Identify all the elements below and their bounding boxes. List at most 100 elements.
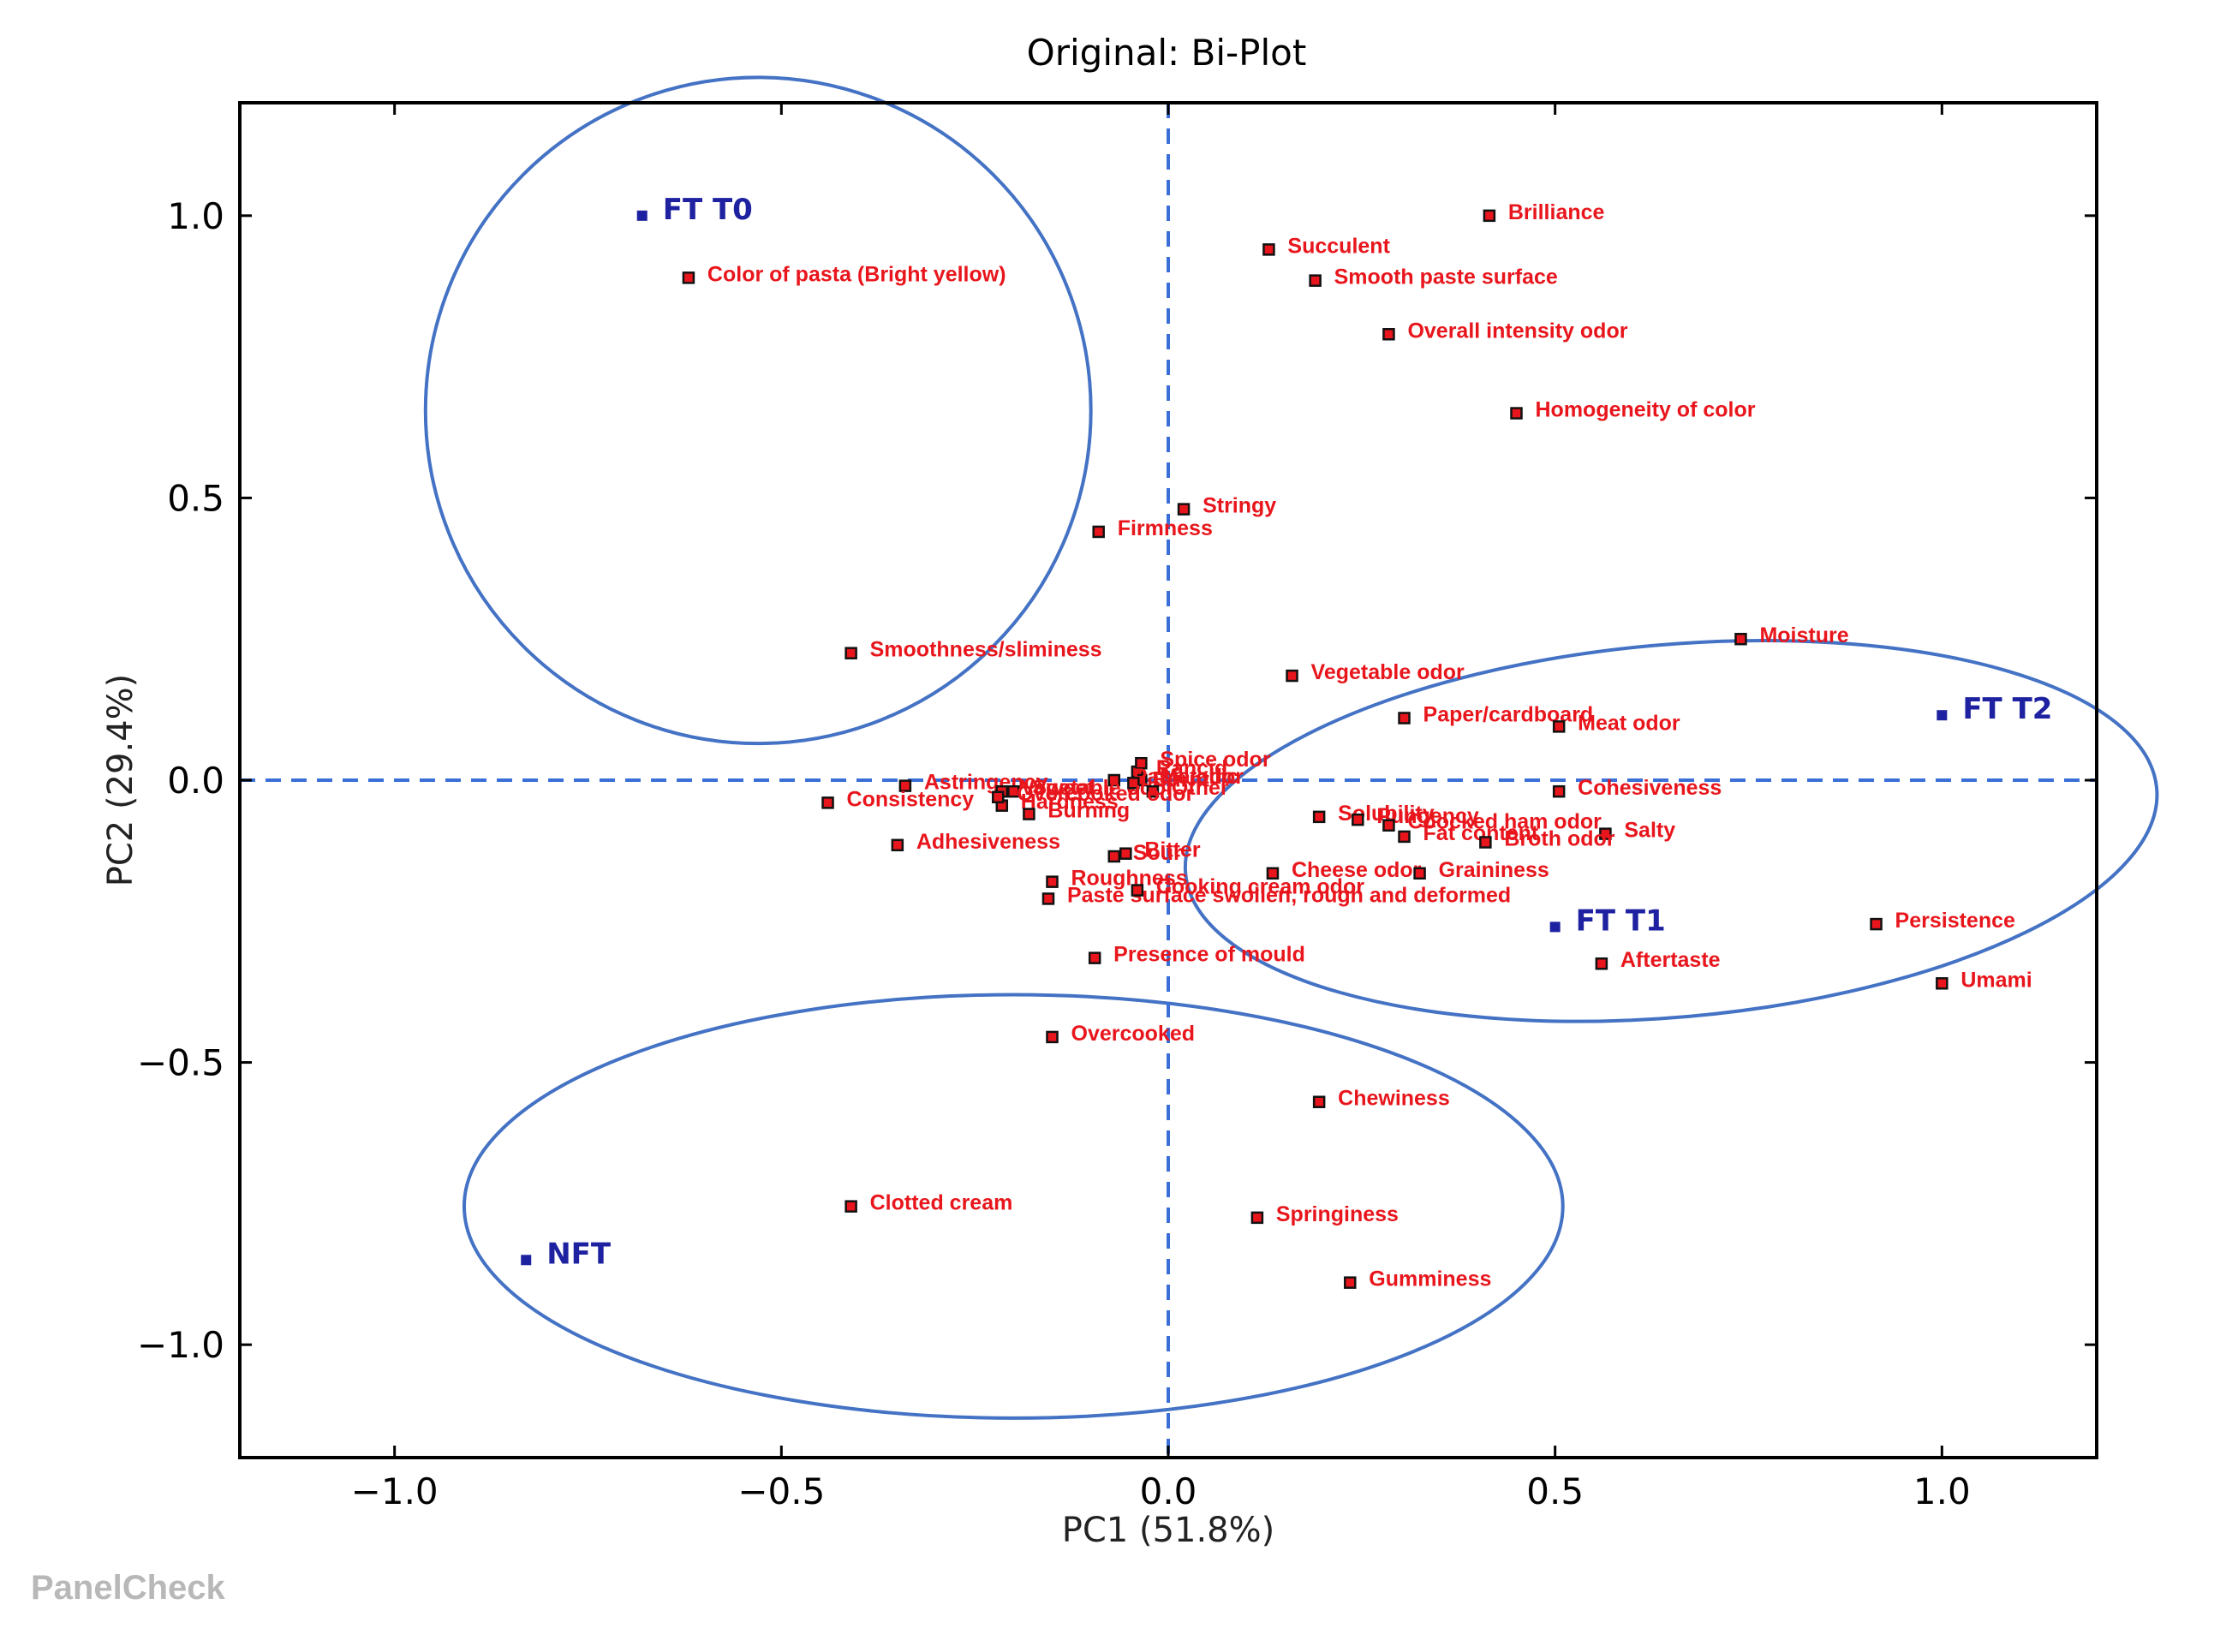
- attribute-point: [1479, 836, 1492, 849]
- sample-label: FT T0: [663, 193, 753, 227]
- attribute-point: [1595, 957, 1608, 970]
- attribute-point: [891, 838, 904, 852]
- attribute-label: Roughness: [1071, 867, 1188, 891]
- attribute-label: Succulent: [1287, 234, 1390, 258]
- attribute-label: Cheese odor: [1292, 858, 1422, 882]
- attribute-label: Color of pasta (Bright yellow): [707, 262, 1006, 286]
- attribute-point: [1552, 784, 1566, 798]
- attribute-point: [1398, 712, 1411, 725]
- attribute-label: Overall intensity odor: [1407, 319, 1627, 343]
- attribute-point: [1413, 867, 1426, 880]
- sample-point: [1549, 921, 1561, 933]
- attribute-point: [844, 647, 857, 659]
- attribute-label: Overcooked odor: [1017, 782, 1194, 806]
- attribute-label: Smoothness/sliminess: [870, 638, 1102, 662]
- attribute-point: [1046, 875, 1059, 888]
- y-axis-label: PC2 (29.4%): [101, 674, 140, 887]
- attribute-point: [1382, 328, 1395, 341]
- attribute-point: [1127, 777, 1140, 790]
- attribute-label: Umami: [1960, 968, 2032, 992]
- attribute-label: Persistence: [1895, 909, 2015, 933]
- attribute-label: Consistency: [847, 787, 975, 811]
- ellipse-nft: [462, 993, 1565, 1420]
- attribute-point: [1135, 756, 1148, 770]
- attribute-point: [1146, 784, 1160, 798]
- attribute-point: [898, 779, 912, 792]
- attribute-label: Bitter: [1144, 838, 1201, 862]
- x-tick-label: 0.5: [1526, 1470, 1584, 1512]
- attribute-label: Vegetable odor: [1311, 660, 1465, 684]
- attribute-label: Firmness: [1118, 516, 1213, 540]
- attribute-point: [1309, 274, 1322, 287]
- attribute-label: Salty: [1624, 819, 1675, 843]
- sample-point: [521, 1255, 532, 1266]
- attribute-label: Aftertaste: [1620, 948, 1721, 972]
- attribute-point: [1382, 819, 1395, 832]
- chart-title: Original: Bi-Plot: [1027, 32, 1307, 74]
- attribute-point: [1398, 830, 1411, 844]
- attribute-point: [1483, 209, 1496, 223]
- attribute-point: [1286, 669, 1298, 683]
- attribute-point: [1312, 810, 1326, 824]
- x-tick-label: 0.0: [1140, 1470, 1197, 1512]
- attribute-label: Cohesiveness: [1578, 776, 1722, 800]
- attribute-label: Cooking cream odor: [1156, 875, 1364, 899]
- sample-label: FT T1: [1576, 904, 1666, 938]
- attribute-point: [1936, 977, 1949, 990]
- attribute-label: Broth odor: [1504, 827, 1614, 851]
- attribute-label: Chewiness: [1338, 1087, 1450, 1111]
- attribute-point: [1599, 827, 1612, 840]
- attribute-point: [1344, 1276, 1357, 1289]
- data-points: Brilliance Succulent Smooth paste surface C…: [521, 193, 2052, 1291]
- attribute-point: [1007, 784, 1020, 798]
- attribute-label: Gumminess: [1369, 1267, 1491, 1291]
- sample-point: [1937, 710, 1948, 721]
- attribute-point: [1250, 1211, 1264, 1225]
- attribute-point: [821, 796, 834, 809]
- attribute-label: Moisture: [1759, 623, 1848, 647]
- y-tick-label: 0.0: [167, 760, 224, 802]
- x-tick-label: −1.0: [351, 1470, 439, 1512]
- attribute-point: [1510, 407, 1523, 420]
- attribute-label: Smooth paste surface: [1334, 265, 1558, 289]
- attribute-point: [1262, 243, 1275, 256]
- axis-ticks: −1.0 −0.5 0.0 0.5 1.0 1.0 0.5 0.0 −0.5 −1.0: [137, 103, 2097, 1512]
- attribute-label: Coocked ham odor: [1407, 810, 1602, 834]
- attribute-label: Sweet: [1032, 776, 1095, 800]
- attribute-point: [1041, 892, 1055, 905]
- y-tick-label: 1.0: [167, 195, 224, 237]
- attribute-point: [1107, 773, 1121, 787]
- attribute-label: Clotted cream: [870, 1191, 1013, 1215]
- attribute-label: Homogeneity of color: [1536, 398, 1756, 422]
- attribute-point: [1092, 525, 1105, 539]
- attribute-label: Graininess: [1439, 858, 1549, 882]
- attribute-label: Adhesiveness: [916, 830, 1060, 854]
- attribute-point: [1088, 951, 1101, 964]
- sample-point: [636, 210, 648, 221]
- attribute-label: Paper/cardboard: [1423, 702, 1594, 726]
- attribute-label: Meat odor: [1578, 711, 1680, 735]
- x-tick-label: 1.0: [1913, 1470, 1971, 1512]
- ellipse-ft-t0: [423, 75, 1093, 746]
- attribute-point: [1312, 1095, 1326, 1108]
- attribute-point: [1119, 847, 1132, 860]
- attribute-point: [844, 1200, 857, 1213]
- attribute-point: [1131, 884, 1144, 897]
- ellipse-ft-t1-ft-t2: [1183, 639, 2159, 1023]
- x-axis-label: PC1 (51.8%): [1062, 1511, 1275, 1550]
- attribute-label: Astringency: [924, 771, 1048, 795]
- sample-label: NFT: [546, 1237, 612, 1271]
- attribute-label: Stringy: [1203, 494, 1276, 518]
- attribute-label: Burning: [1047, 799, 1130, 823]
- attribute-point: [682, 271, 695, 284]
- x-tick-label: −0.5: [737, 1470, 825, 1512]
- attribute-label: Other: [1172, 776, 1229, 800]
- attribute-label: Rancid: [1156, 756, 1227, 780]
- attribute-point: [992, 790, 1005, 804]
- attribute-point: [1734, 632, 1747, 646]
- y-tick-label: −0.5: [137, 1042, 224, 1084]
- attribute-label: Metallic: [1160, 765, 1238, 789]
- plot-frame: [238, 101, 2098, 1459]
- sample-label: FT T2: [1962, 692, 2052, 726]
